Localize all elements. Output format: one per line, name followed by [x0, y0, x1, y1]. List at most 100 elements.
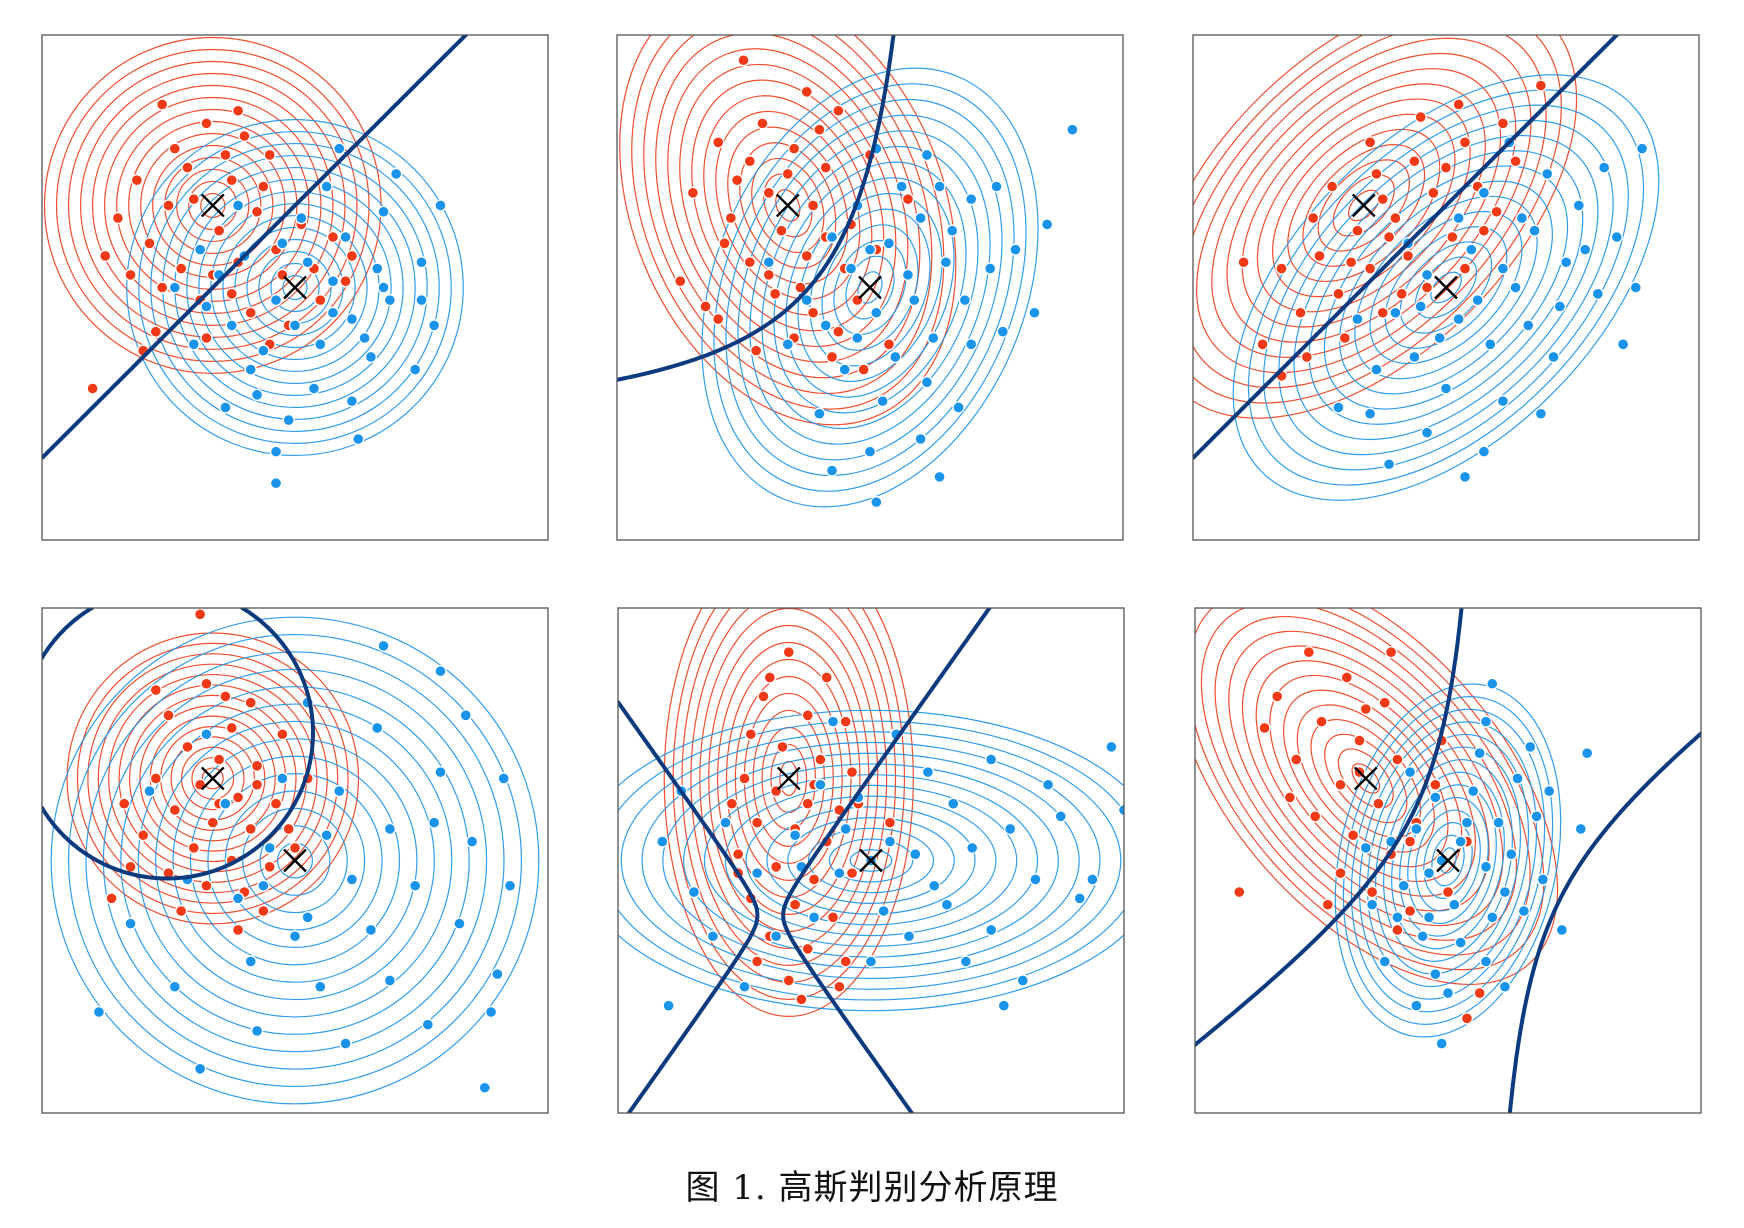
- class_a-contour-ring: [1195, 608, 1559, 986]
- class_b-point: [124, 917, 137, 930]
- class_a-point: [699, 300, 712, 313]
- class_b-point: [1496, 394, 1510, 408]
- class_a-point: [257, 904, 270, 918]
- class_b-point: [434, 765, 447, 779]
- class_b-point: [339, 1037, 352, 1050]
- class_a-point: [225, 287, 238, 301]
- class_b-point: [383, 974, 397, 987]
- class_b-point: [1410, 822, 1423, 836]
- class_a-mean-marker: [776, 766, 801, 791]
- class_b-point: [719, 816, 732, 829]
- class_a-point: [1420, 281, 1434, 294]
- class_b-point: [339, 230, 352, 244]
- class_b-mean-marker: [1436, 848, 1460, 873]
- class_b-point: [1452, 312, 1465, 326]
- class_b-contour-ring: [1354, 195, 1538, 380]
- class_b-point: [427, 319, 441, 332]
- class_b-point: [1073, 892, 1086, 905]
- class_b-point: [895, 180, 908, 193]
- class_b-point: [1635, 142, 1649, 155]
- class_a-point: [882, 338, 896, 351]
- class_b-point: [1578, 243, 1592, 256]
- class_a-point: [814, 753, 827, 766]
- class_a-point: [1321, 898, 1335, 911]
- class_a-point: [244, 822, 257, 836]
- class_b-contour-ring: [85, 651, 505, 1070]
- class_b-contour-ring: [155, 720, 435, 1001]
- class_b-contour-ring: [1323, 165, 1569, 410]
- class_b-contour-ring: [1384, 226, 1508, 349]
- class_a-point: [750, 955, 764, 968]
- decision-boundary: [617, 35, 896, 382]
- class_b-point: [1629, 281, 1642, 294]
- class_a-point: [743, 155, 757, 168]
- class_a-point: [1477, 224, 1491, 237]
- class_a-point: [1334, 866, 1347, 880]
- class_b-point: [503, 879, 517, 892]
- class_b-point: [491, 967, 504, 981]
- class_b-point: [933, 470, 946, 484]
- class_a-point: [1351, 224, 1364, 237]
- class_b-point: [1420, 426, 1434, 439]
- class_b-point: [1498, 885, 1512, 899]
- class_b-point: [788, 829, 802, 842]
- class_a-point: [1308, 810, 1322, 823]
- class_b-point: [1522, 319, 1535, 332]
- class_b-point: [825, 230, 839, 244]
- class_b-point: [269, 293, 283, 307]
- class_b-point: [813, 407, 826, 420]
- class_a-contour-ring: [116, 108, 310, 302]
- class_b-point: [1117, 803, 1124, 817]
- class_a-point: [782, 645, 795, 659]
- class_b-point: [168, 980, 182, 993]
- class_b-point: [24, 1082, 35, 1093]
- class_a-point: [1300, 350, 1314, 364]
- class_b-contour-ring: [102, 668, 488, 1053]
- class_a-point: [730, 173, 744, 187]
- class_b-point: [1365, 898, 1379, 911]
- class_a-point: [1408, 155, 1421, 168]
- class_b-contour-ring: [270, 262, 320, 313]
- class_b-contour-ring: [186, 178, 404, 397]
- class_b-point: [1441, 986, 1455, 1000]
- class_b-point: [921, 765, 935, 779]
- class_b-point: [1448, 898, 1461, 911]
- class_a-contour-ring: [1193, 35, 1562, 404]
- class_b-point: [1086, 873, 1099, 886]
- class_b-point: [807, 911, 821, 924]
- class_b-point: [372, 1114, 383, 1125]
- class_a-point: [801, 709, 814, 722]
- class_b-contour-ring: [222, 214, 368, 361]
- class_b-point: [1479, 860, 1493, 874]
- class_b-point: [902, 930, 916, 943]
- class_a-point: [1441, 885, 1455, 899]
- class_b-point: [1505, 847, 1518, 861]
- class_a-point: [712, 312, 725, 326]
- class_b-point: [1040, 218, 1054, 231]
- gda-panel-6: [1194, 607, 1702, 1114]
- class_a-contour-ring: [1255, 660, 1476, 897]
- class_b-contour-ring: [749, 130, 991, 445]
- class_b-point: [1580, 746, 1594, 760]
- class_b-point: [168, 281, 182, 294]
- class_b-point: [1454, 835, 1467, 848]
- class_a-point: [749, 344, 763, 357]
- class_b-point: [844, 262, 858, 275]
- class_a-point: [806, 306, 820, 319]
- class_a-contour-ring: [91, 84, 334, 326]
- class_a-contours: [619, 35, 957, 426]
- class_a-point: [314, 293, 327, 307]
- class_a-point: [737, 54, 750, 67]
- class_a-point: [1403, 835, 1417, 848]
- class_a-point: [168, 803, 182, 817]
- figure-caption: 图 1. 高斯判别分析原理: [685, 1168, 1059, 1208]
- panel-frame: [1194, 607, 1702, 1114]
- class_a-point: [276, 728, 289, 741]
- class_b-point: [1391, 911, 1404, 924]
- class_a-point: [288, 841, 302, 855]
- class_a-point: [800, 249, 813, 263]
- class_a-point: [105, 892, 118, 905]
- class_a-contour-ring: [66, 632, 360, 925]
- class_b-point: [800, 293, 813, 307]
- class_b-point: [257, 879, 270, 892]
